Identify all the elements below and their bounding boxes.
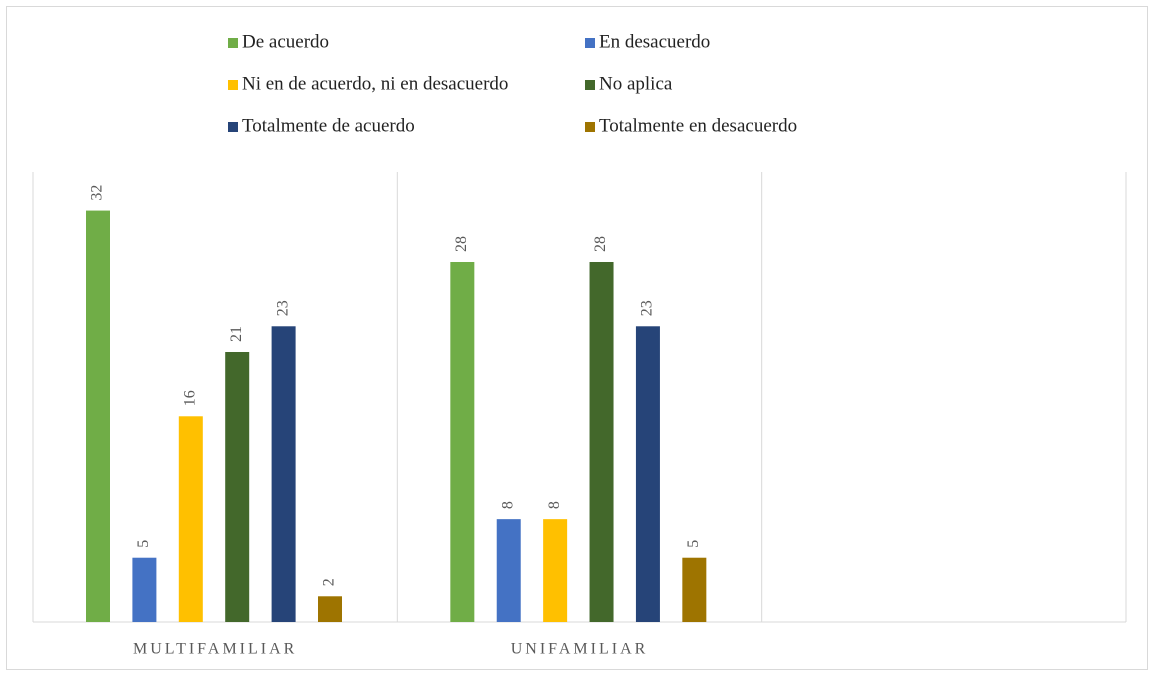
- legend-label: No aplica: [599, 73, 673, 94]
- legend-swatch: [585, 122, 595, 132]
- bar: [132, 557, 157, 622]
- data-label: 28: [453, 236, 470, 252]
- bar: [496, 519, 521, 622]
- data-label: 2: [321, 578, 338, 586]
- bar: [543, 519, 568, 622]
- x-tick-label: MULTIFAMILIAR: [133, 641, 297, 658]
- bar: [178, 416, 203, 622]
- data-label: 8: [546, 501, 563, 509]
- bar: [86, 210, 110, 623]
- legend-label: En desacuerdo: [599, 31, 710, 52]
- x-tick-label: UNIFAMILIAR: [511, 641, 649, 658]
- legend-swatch: [585, 38, 595, 48]
- bar: [635, 326, 660, 622]
- legend-swatch: [585, 80, 595, 90]
- bar: [318, 596, 342, 622]
- data-label: 23: [639, 300, 656, 316]
- chart-frame: [6, 6, 1148, 670]
- data-label: 5: [135, 540, 152, 548]
- bar: [450, 262, 475, 622]
- legend-swatch: [228, 38, 238, 48]
- bar: [682, 557, 707, 622]
- data-label: 16: [181, 390, 198, 406]
- data-label: 28: [592, 236, 609, 252]
- bar: [271, 326, 296, 622]
- legend-label: Totalmente en desacuerdo: [599, 115, 797, 136]
- data-label: 21: [228, 326, 245, 342]
- legend-label: Totalmente de acuerdo: [242, 115, 415, 136]
- bar: [589, 262, 614, 622]
- data-label: 32: [89, 185, 106, 201]
- legend-swatch: [228, 80, 238, 90]
- data-label: 23: [274, 300, 291, 316]
- legend-label: Ni en de acuerdo, ni en desacuerdo: [242, 73, 508, 94]
- bar: [225, 352, 250, 622]
- data-label: 5: [685, 540, 702, 548]
- legend-label: De acuerdo: [242, 31, 329, 52]
- legend-swatch: [228, 122, 238, 132]
- data-label: 8: [499, 501, 516, 509]
